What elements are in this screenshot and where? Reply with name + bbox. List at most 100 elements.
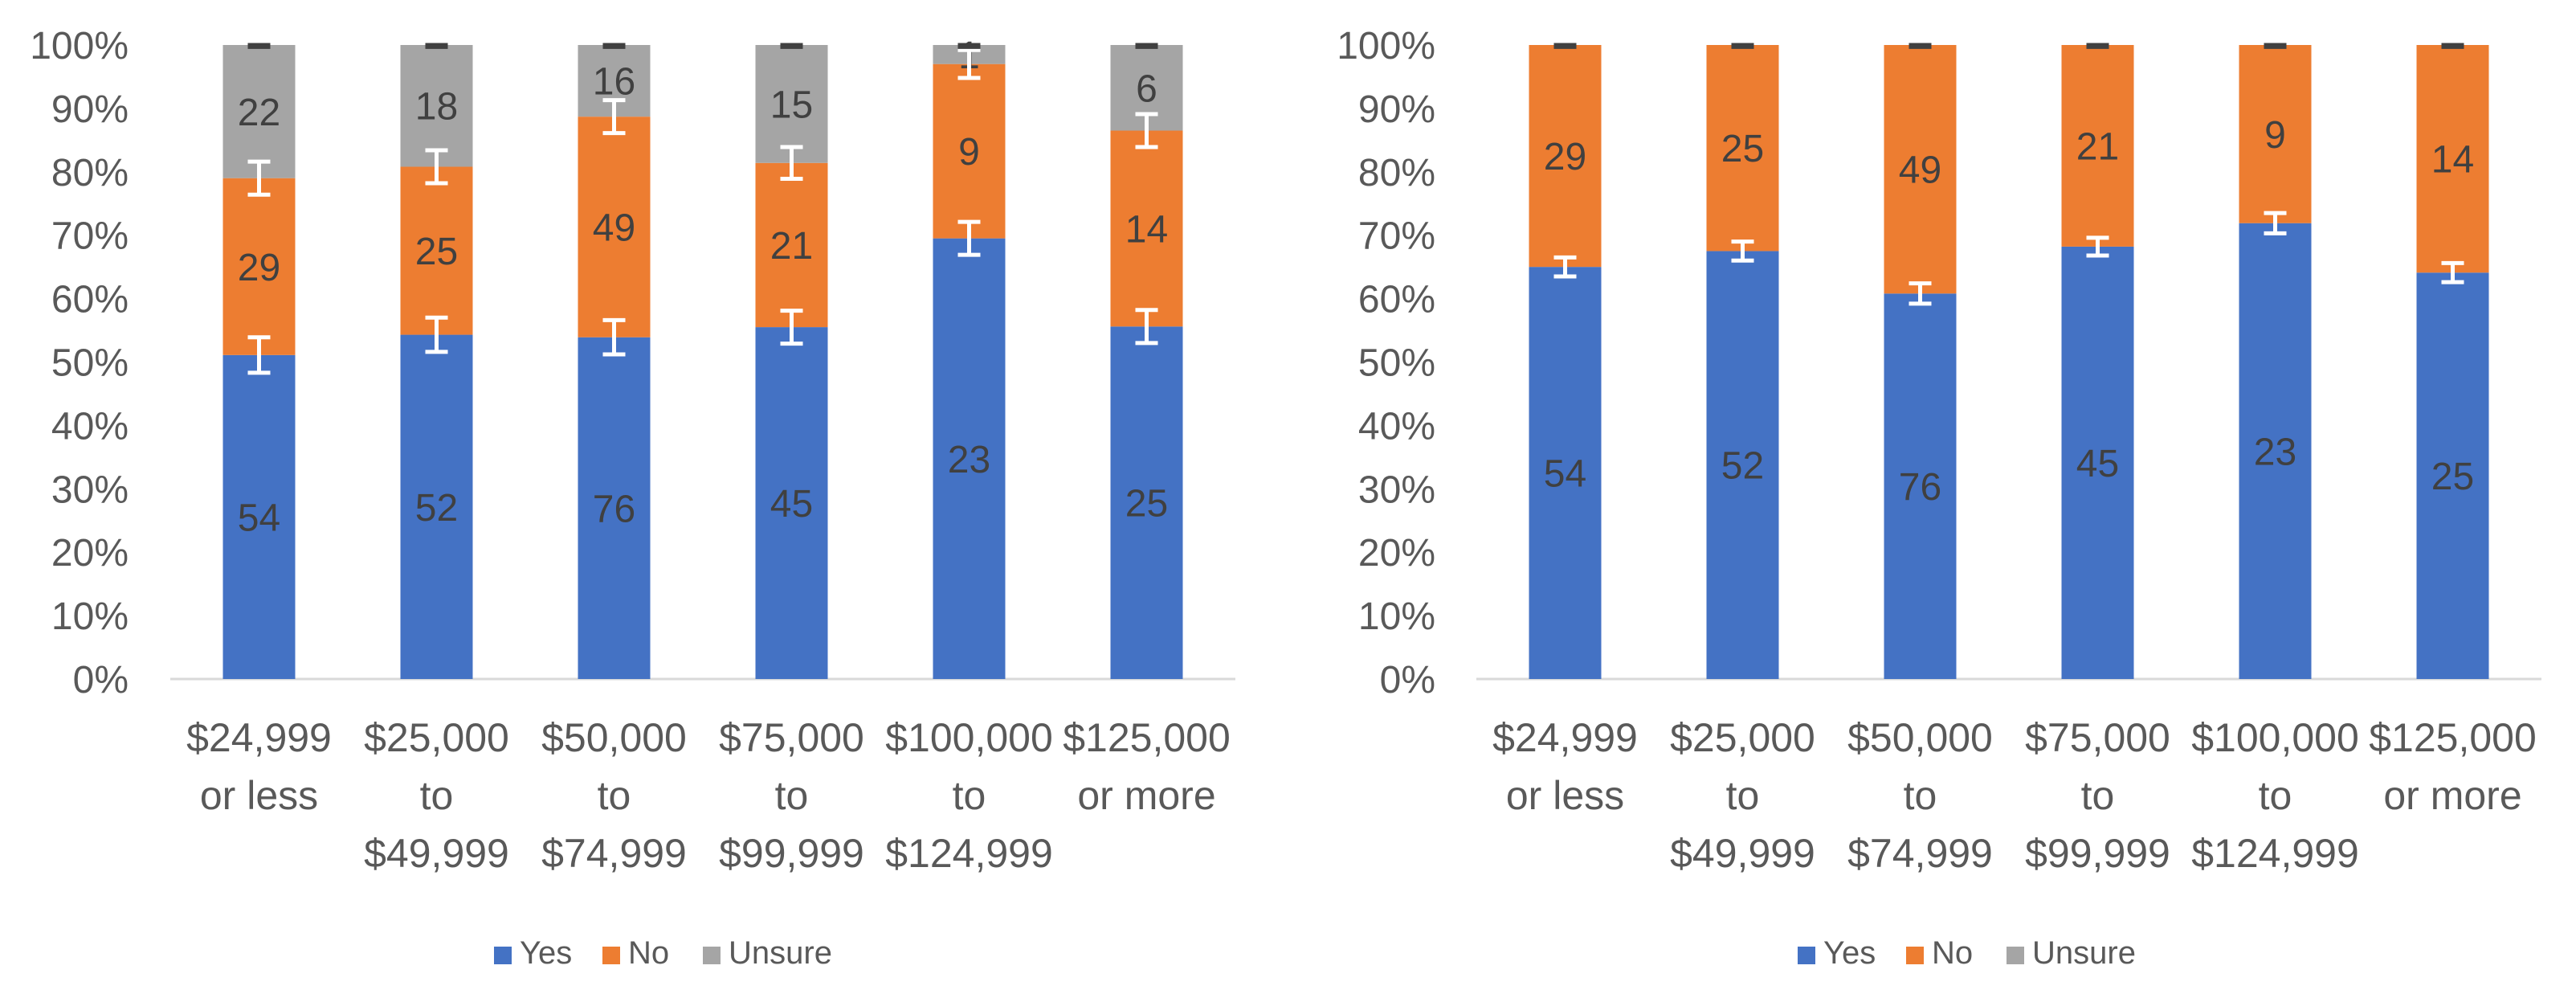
data-label-no: 9 <box>958 131 980 174</box>
bar-yes <box>578 337 651 679</box>
bar-yes <box>1529 267 1602 679</box>
x-tick-label: $50,000 <box>541 715 687 760</box>
error-bar-unsure <box>1731 43 1754 49</box>
bar-no <box>933 63 1006 239</box>
bar-no <box>1706 45 1779 252</box>
x-tick-label: to <box>1904 773 1937 818</box>
data-label-no: 14 <box>2431 139 2474 182</box>
error-bar-no <box>780 145 803 181</box>
bar-no <box>1884 45 1957 294</box>
error-bar-yes <box>1553 255 1577 279</box>
x-tick-label: or less <box>200 773 318 818</box>
data-label-unsure: 18 <box>415 86 458 129</box>
data-label-yes: 76 <box>593 488 635 530</box>
legend-swatch-no <box>602 947 620 964</box>
bar-yes <box>1110 326 1183 679</box>
x-tick-label: $125,000 <box>2369 715 2537 760</box>
x-tick-label: $49,999 <box>364 831 509 876</box>
y-tick-label: 70% <box>51 215 129 258</box>
y-tick-label: 70% <box>1358 215 1435 258</box>
chart-1: 0% 10% 20% 30% 40% 50% 60% 70% 80% 90% 100% 54 29 22 $… <box>30 25 1235 971</box>
y-tick-label: 20% <box>1358 532 1435 575</box>
data-label-no: 21 <box>2076 125 2119 168</box>
error-bar-no <box>425 148 448 186</box>
error-bar-yes <box>425 315 448 354</box>
y-tick-label: 0% <box>73 659 129 702</box>
error-bar-yes <box>2086 235 2109 258</box>
x-tick-label: or more <box>2383 773 2521 818</box>
data-label-unsure: 22 <box>238 92 280 134</box>
bar-no <box>2416 45 2489 273</box>
legend-label-yes: Yes <box>520 935 572 971</box>
x-tick-label: $25,000 <box>364 715 509 760</box>
error-bar-unsure <box>247 43 271 49</box>
data-label-no: 25 <box>415 231 458 273</box>
x-tick-label: to <box>953 773 986 818</box>
bar-yes <box>2239 223 2312 680</box>
error-bar-unsure <box>2441 43 2464 49</box>
error-bar-unsure <box>957 43 981 49</box>
bar-no <box>400 166 473 335</box>
x-tick-label: $74,999 <box>541 831 687 876</box>
y-tick-label: 100% <box>30 25 129 68</box>
data-label-no: 29 <box>238 247 280 289</box>
data-label-yes: 25 <box>1125 483 1168 526</box>
error-bar-no <box>247 159 271 197</box>
x-tick-label: or more <box>1077 773 1215 818</box>
y-tick-label: 40% <box>1358 405 1435 448</box>
y-tick-label: 60% <box>51 279 129 321</box>
data-label-no: 21 <box>770 225 813 268</box>
x-tick-label: $75,000 <box>2025 715 2170 760</box>
bar-no <box>1110 130 1183 327</box>
bar-unsure <box>222 45 296 178</box>
error-bar-yes <box>247 335 271 375</box>
y-tick-label: 50% <box>1358 342 1435 385</box>
bar-yes <box>933 238 1006 679</box>
data-label-yes: 76 <box>1899 466 1941 509</box>
y-tick-label: 40% <box>51 405 129 448</box>
x-tick-label: $100,000 <box>885 715 1053 760</box>
x-tick-label: $25,000 <box>1670 715 1815 760</box>
data-label-unsure: 6 <box>1136 68 1157 110</box>
bar-yes <box>400 334 473 679</box>
data-label-yes: 45 <box>770 483 813 526</box>
bar-no <box>755 162 828 328</box>
data-label-yes: 23 <box>948 439 990 481</box>
data-label-no: 9 <box>2264 114 2286 157</box>
legend-label-no: No <box>1932 935 1973 971</box>
bar-no <box>222 178 296 355</box>
x-tick-label: $99,999 <box>719 831 864 876</box>
x-tick-label: to <box>598 773 631 818</box>
error-bar-unsure <box>1135 43 1158 49</box>
x-tick-label: $100,000 <box>2191 715 2359 760</box>
x-tick-label: to <box>1726 773 1760 818</box>
data-label-yes: 54 <box>1544 453 1586 496</box>
x-tick-label: $75,000 <box>719 715 864 760</box>
data-label-yes: 45 <box>2076 443 2119 485</box>
x-tick-label: to <box>2081 773 2115 818</box>
y-tick-label: 100% <box>1337 25 1435 68</box>
x-tick-label: to <box>2259 773 2292 818</box>
x-tick-label: $49,999 <box>1670 831 1815 876</box>
y-tick-label: 90% <box>51 88 129 131</box>
data-label-unsure: 16 <box>593 61 635 104</box>
x-tick-label: $24,999 <box>1492 715 1638 760</box>
error-bar-unsure <box>2264 43 2287 49</box>
error-bar-unsure <box>780 43 803 49</box>
bar-yes <box>1706 251 1779 679</box>
data-label-yes: 23 <box>2254 431 2296 473</box>
legend-swatch-yes <box>494 947 512 964</box>
bar-no <box>1529 45 1602 268</box>
data-label-no: 49 <box>1899 149 1941 192</box>
x-tick-label: $74,999 <box>1847 831 1993 876</box>
error-bar-no <box>957 47 981 80</box>
error-bar-no <box>602 98 626 136</box>
bar-unsure <box>400 45 473 167</box>
data-label-yes: 52 <box>415 487 458 530</box>
legend-swatch-unsure <box>2007 947 2024 964</box>
y-tick-label: 60% <box>1358 279 1435 321</box>
legend: Yes No Unsure <box>1798 935 2136 971</box>
data-label-yes: 25 <box>2431 456 2474 498</box>
error-bar-yes <box>1135 308 1158 346</box>
error-bar-yes <box>2441 260 2464 284</box>
